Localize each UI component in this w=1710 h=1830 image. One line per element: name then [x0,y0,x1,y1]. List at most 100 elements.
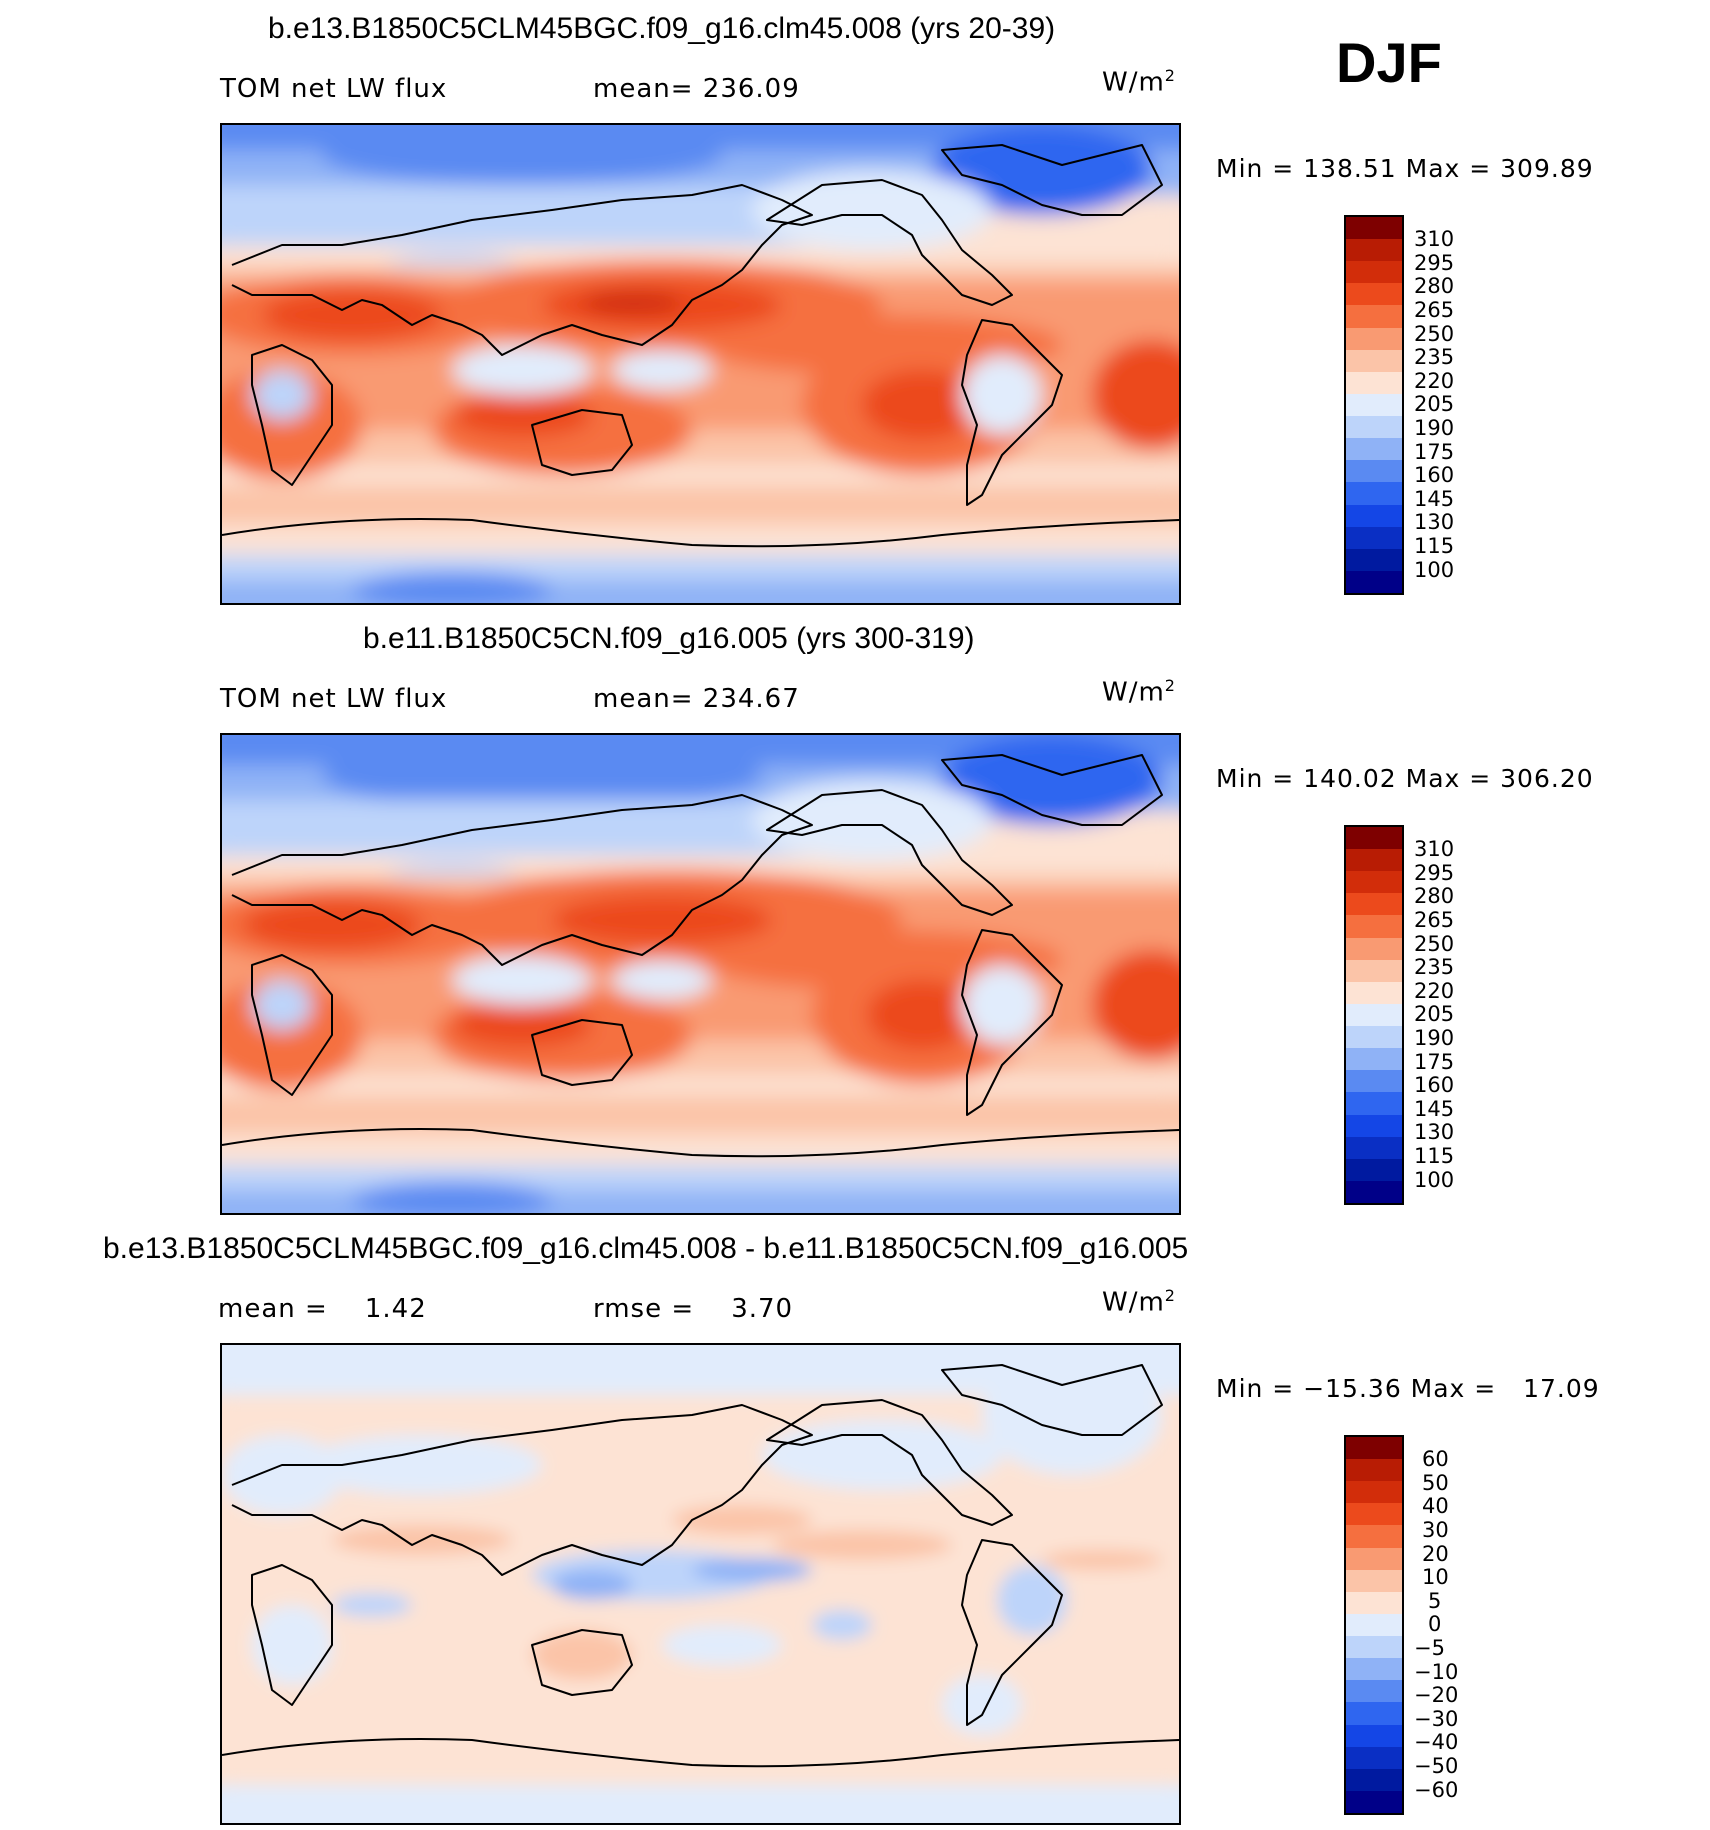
panel-3-tick: −50 [1414,1754,1459,1778]
colorbar-swatch [1346,1724,1402,1748]
panel-1-tick: 250 [1414,322,1455,346]
colorbar-swatch [1346,482,1402,506]
colorbar-swatch [1346,570,1402,593]
panel-1-tick: 295 [1414,251,1455,275]
panel-1-minmax: Min = 138.51 Max = 309.89 [1216,154,1594,183]
colorbar-swatch [1346,1613,1402,1638]
colorbar-swatch [1346,1003,1402,1028]
panel-3-tick: 5 [1428,1589,1442,1613]
panel-2-tick: 235 [1414,955,1455,979]
colorbar-swatch [1346,893,1402,917]
colorbar-swatch [1346,1158,1402,1182]
colorbar-swatch [1346,217,1402,241]
panel-2-tick: 100 [1414,1168,1455,1192]
panel-2-tick: 205 [1414,1002,1455,1026]
panel-1-tick: 310 [1414,227,1455,251]
panel-1-tick: 220 [1414,369,1455,393]
panel-3-tick: −20 [1414,1683,1459,1707]
colorbar-swatch [1346,1070,1402,1094]
colorbar-swatch [1346,1680,1402,1704]
panel-1-tick: 265 [1414,298,1455,322]
panel-3-title: b.e13.B1850C5CLM45BGC.f09_g16.clm45.008 … [103,1232,1189,1265]
panel-2-colorbar [1344,825,1404,1205]
panel-2-minmax: Min = 140.02 Max = 306.20 [1216,764,1594,793]
panel-2-tick: 175 [1414,1050,1455,1074]
panel-2-units: W/m2 [1102,676,1176,708]
panel-2-tick: 190 [1414,1026,1455,1050]
panel-1-tick: 235 [1414,345,1455,369]
colorbar-swatch [1346,327,1402,351]
panel-1-colorbar [1344,215,1404,595]
colorbar-swatch [1346,239,1402,263]
panel-2-variable-label: TOM net LW flux [220,684,448,714]
colorbar-swatch [1346,915,1402,939]
panel-3-rmse-label: rmse = 3.70 [593,1294,794,1324]
colorbar-swatch [1346,371,1402,395]
panel-3-tick: −60 [1414,1778,1459,1802]
colorbar-swatch [1346,1636,1402,1660]
colorbar-swatch [1346,526,1402,550]
panel-1-tick: 130 [1414,510,1455,534]
panel-2-title: b.e11.B1850C5CN.f09_g16.005 (yrs 300-319… [363,622,975,655]
panel-2-mean-label: mean= 234.67 [593,684,800,714]
colorbar-swatch [1346,283,1402,307]
colorbar-swatch [1346,1180,1402,1203]
colorbar-swatch [1346,1114,1402,1138]
panel-3-units: W/m2 [1102,1286,1176,1318]
panel-2-tick: 250 [1414,932,1455,956]
colorbar-swatch [1346,349,1402,373]
colorbar-swatch [1346,548,1402,572]
panel-2-tick: 115 [1414,1144,1455,1168]
colorbar-swatch [1346,1746,1402,1770]
colorbar-swatch [1346,959,1402,983]
panel-3-colorbar [1344,1435,1404,1815]
colorbar-swatch [1346,438,1402,462]
panel-1-map [220,123,1181,605]
panel-3-tick: 60 [1422,1447,1449,1471]
colorbar-swatch [1346,1525,1402,1549]
season-label: DJF [1336,31,1442,94]
panel-2-tick: 265 [1414,908,1455,932]
panel-2-tick: 295 [1414,861,1455,885]
colorbar-swatch [1346,1658,1402,1682]
panel-2-tick: 160 [1414,1073,1455,1097]
panel-3-minmax: Min = −15.36 Max = 17.09 [1216,1374,1600,1403]
panel-2-tick: 220 [1414,979,1455,1003]
panel-1-variable-label: TOM net LW flux [220,74,448,104]
panel-1-mean-label: mean= 236.09 [593,74,800,104]
panel-1-units: W/m2 [1102,66,1176,98]
panel-1-tick: 100 [1414,558,1455,582]
panel-3-tick: −30 [1414,1707,1459,1731]
panel-2-map [220,733,1181,1215]
panel-2-tick: 130 [1414,1120,1455,1144]
panel-3-tick: −40 [1414,1730,1459,1754]
panel-3-tick: 30 [1422,1518,1449,1542]
colorbar-swatch [1346,1092,1402,1116]
panel-1-tick: 205 [1414,392,1455,416]
panel-1-tick: 115 [1414,534,1455,558]
panel-1-tick: 175 [1414,440,1455,464]
colorbar-swatch [1346,1503,1402,1527]
colorbar-swatch [1346,1459,1402,1483]
colorbar-swatch [1346,937,1402,961]
colorbar-swatch [1346,504,1402,528]
colorbar-swatch [1346,460,1402,484]
colorbar-swatch [1346,1768,1402,1792]
panel-3-tick: 20 [1422,1542,1449,1566]
colorbar-swatch [1346,1790,1402,1813]
panel-1-title: b.e13.B1850C5CLM45BGC.f09_g16.clm45.008 … [268,12,1056,45]
panel-3-tick: 10 [1422,1565,1449,1589]
colorbar-swatch [1346,1547,1402,1571]
colorbar-swatch [1346,261,1402,285]
panel-3-tick: −10 [1414,1660,1459,1684]
colorbar-swatch [1346,1136,1402,1160]
panel-3-mean-label: mean = 1.42 [218,1294,427,1324]
panel-2-tick: 280 [1414,884,1455,908]
colorbar-swatch [1346,849,1402,873]
colorbar-swatch [1346,981,1402,1005]
colorbar-swatch [1346,1048,1402,1072]
colorbar-swatch [1346,305,1402,329]
panel-2-tick: 310 [1414,837,1455,861]
colorbar-swatch [1346,1481,1402,1505]
panel-1-tick: 190 [1414,416,1455,440]
